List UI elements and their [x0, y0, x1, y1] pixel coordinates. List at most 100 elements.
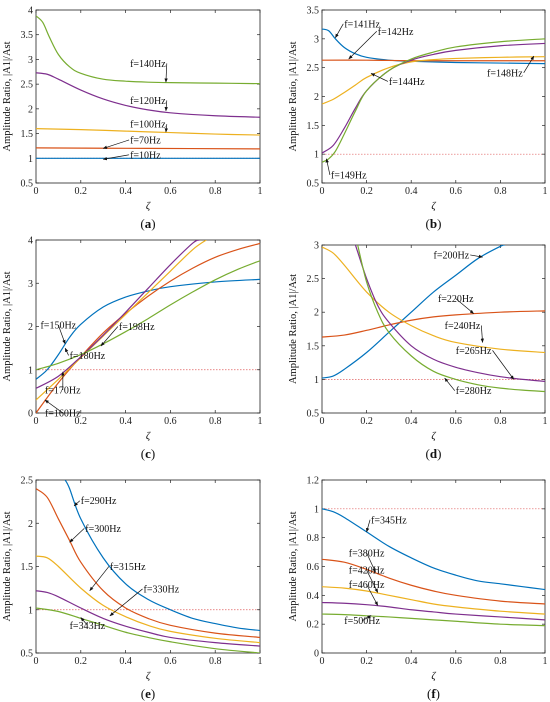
y-tick-label: 2.5: [307, 274, 320, 285]
x-axis-label: ζ: [431, 201, 436, 212]
chart-panel-e: 0 0.2 0.4 0.6 0.8 1 0.5 1 1.5 2 2.5 ζ Amplitude Rati…: [2, 476, 263, 702]
series-line-f-330hz: [36, 590, 260, 647]
series-line-f-200hz: [322, 245, 506, 379]
annotation-arrow: [480, 325, 484, 343]
annotation-arrow: [366, 519, 371, 533]
series-annotation: f=343Hz: [70, 621, 106, 632]
x-tick-label: 0: [34, 656, 39, 667]
series-line-f-142hz: [322, 59, 545, 62]
series-line-f-380hz: [322, 558, 545, 605]
annotation-arrow: [325, 158, 331, 175]
annotation-arrow: [455, 298, 474, 314]
y-tick-label: 1.5: [21, 562, 34, 573]
y-tick-label: 2.5: [21, 80, 34, 91]
x-tick-label: 0.2: [360, 416, 373, 427]
annotation-arrow: [102, 154, 130, 161]
series-annotation: f=330Hz: [144, 584, 180, 595]
y-tick-label: 3: [28, 279, 33, 290]
x-tick-label: 1: [258, 186, 263, 197]
x-tick-label: 0.4: [119, 416, 132, 427]
x-axis-label: ζ: [431, 671, 436, 682]
series-annotation: f=200Hz: [434, 250, 470, 261]
chart-panel-a: 0 0.2 0.4 0.6 0.8 1 0.5 1 1.5 2 2.5 3 3.5 4 ζ Amplitude…: [2, 6, 263, 232]
series-annotation: f=280Hz: [456, 386, 492, 397]
panel-label: (f): [427, 686, 440, 701]
x-tick-label: 0.2: [75, 416, 88, 427]
x-tick-label: 0.8: [494, 186, 507, 197]
series-group: [36, 240, 260, 413]
y-tick-label: 1.5: [307, 121, 320, 132]
x-axis-label: ζ: [431, 431, 436, 442]
y-tick-label: 3: [314, 241, 319, 252]
annotation-arrow: [470, 254, 483, 259]
series-line-f-300hz: [36, 488, 260, 639]
series-annotation: f=149Hz: [331, 170, 367, 181]
series-line-f-343hz: [36, 607, 260, 653]
series-line-f-140hz: [36, 15, 260, 85]
panel-label: (d): [426, 446, 442, 461]
y-tick-label: 0: [28, 409, 33, 420]
y-axis-label: Amplitude Ratio, |A1|/Ast: [2, 41, 13, 151]
y-tick-label: 1.5: [21, 129, 34, 140]
chart-panel-f: 0 0.2 0.4 0.6 0.8 1 0 0.2 0.4 0.6 0.8 1 1.2 ζ Amplitud…: [288, 476, 548, 702]
x-tick-label: 0: [34, 416, 39, 427]
x-tick-label: 0.8: [209, 656, 222, 667]
series-annotation: f=141Hz: [344, 19, 380, 30]
x-tick-label: 1: [543, 416, 548, 427]
x-tick-label: 0.8: [494, 656, 507, 667]
x-tick-label: 0.6: [164, 186, 177, 197]
y-tick-label: 2.5: [307, 63, 320, 74]
x-tick-label: 0.6: [164, 656, 177, 667]
annotation-arrow: [523, 55, 535, 73]
series-annotation: f=345Hz: [371, 515, 407, 526]
series-annotation: f=180Hz: [70, 351, 106, 362]
annotation-arrow: [164, 100, 168, 112]
annotation-arrow: [58, 325, 66, 345]
y-tick-label: 2: [314, 308, 319, 319]
series-line-f-170hz: [36, 240, 207, 401]
y-tick-label: 0.5: [307, 179, 320, 190]
series-line-f-150hz: [36, 278, 260, 380]
panel-label: (e): [141, 686, 155, 701]
x-tick-label: 0.2: [75, 656, 88, 667]
series-annotation: f=170Hz: [45, 386, 81, 397]
y-tick-label: 3.5: [21, 30, 34, 41]
x-axis-label: ζ: [146, 201, 151, 212]
y-axis-label: Amplitude Ratio, |A1|/Ast: [288, 511, 299, 621]
series-annotation: f=144Hz: [389, 77, 425, 88]
annotation-arrow: [370, 73, 389, 82]
series-line-f-180hz: [36, 240, 200, 389]
x-tick-label: 0.4: [119, 186, 132, 197]
series-group: [36, 480, 260, 653]
series-annotation: f=100Hz: [130, 120, 166, 131]
x-tick-label: 0.4: [405, 186, 418, 197]
x-tick-label: 0.2: [75, 186, 88, 197]
annotation-arrow: [102, 139, 130, 149]
series-group: [322, 28, 545, 163]
y-tick-label: 2: [314, 92, 319, 103]
x-tick-label: 0.4: [405, 416, 418, 427]
x-tick-label: 0.4: [119, 656, 132, 667]
series-annotation: f=140Hz: [130, 59, 166, 70]
x-tick-label: 0.6: [450, 416, 463, 427]
x-tick-label: 0.6: [164, 416, 177, 427]
panel-label: (c): [141, 446, 155, 461]
x-tick-label: 1: [543, 656, 548, 667]
y-tick-label: 1.5: [307, 341, 320, 352]
series-annotation: f=265Hz: [456, 346, 492, 357]
y-tick-label: 1: [314, 375, 319, 386]
annotation-arrow: [361, 615, 372, 621]
annotation-arrow: [164, 124, 168, 133]
series-annotation: f=148Hz: [487, 68, 523, 79]
series-group: [36, 15, 260, 159]
x-tick-label: 0.8: [209, 416, 222, 427]
annotation-arrow: [366, 584, 379, 606]
annotation-arrow: [335, 23, 344, 39]
y-axis-label: Amplitude Ratio, |A1|/Ast: [288, 41, 299, 151]
annotation-arrow: [164, 63, 168, 83]
x-tick-label: 0.2: [360, 186, 373, 197]
annotation-arrow: [366, 552, 376, 573]
y-axis-label: Amplitude Ratio, |A1|/Ast: [288, 274, 299, 384]
y-tick-label: 0.5: [21, 649, 34, 660]
series-group: [322, 245, 545, 393]
